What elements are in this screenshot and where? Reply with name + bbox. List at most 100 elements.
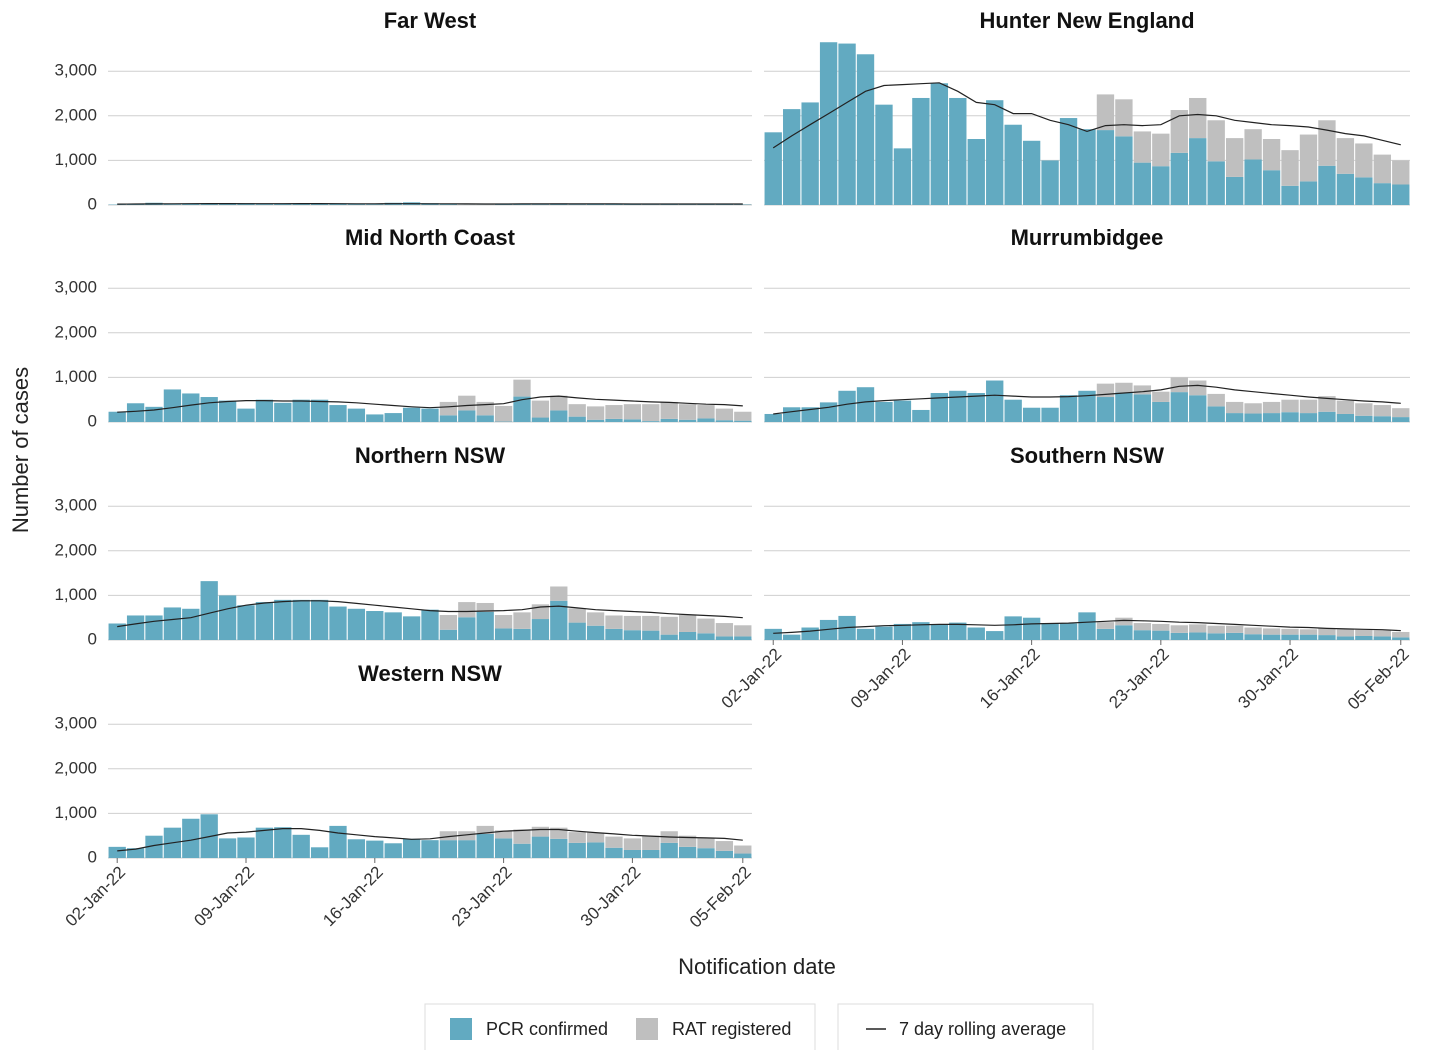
bar-segment <box>1392 631 1410 638</box>
bar-segment <box>1355 177 1373 205</box>
bar-segment <box>1355 143 1373 178</box>
x-tick-label: 30-Jan-22 <box>1234 645 1302 713</box>
x-tick-label: 09-Jan-22 <box>190 863 258 931</box>
bar-segment <box>1133 394 1152 422</box>
bar-segment <box>1244 159 1262 205</box>
bar-segment <box>494 615 513 629</box>
bar-segment <box>623 838 642 850</box>
bar-segment <box>458 840 476 858</box>
bar-segment <box>1133 385 1152 395</box>
bar-segment <box>1336 138 1355 174</box>
legend-box <box>424 1003 816 1050</box>
bar-segment <box>605 836 623 848</box>
bar-segment <box>568 842 586 858</box>
bar-segment <box>949 97 967 205</box>
bar-segment <box>623 404 642 420</box>
bar-segment <box>660 634 678 640</box>
bar-segment <box>783 109 801 205</box>
y-tick-label: 0 <box>88 629 97 648</box>
bar-segment <box>568 608 586 623</box>
bar-segment <box>163 607 182 640</box>
bar-segment <box>402 616 421 640</box>
bar-segment <box>366 611 384 640</box>
bar-segment <box>930 83 949 205</box>
y-tick-label: 2,000 <box>54 105 97 124</box>
bar-segment <box>329 405 347 422</box>
bar-segment <box>366 414 384 422</box>
bar-segment <box>1244 634 1262 640</box>
bar-segment <box>967 139 985 205</box>
y-tick-label: 2,000 <box>54 758 97 777</box>
x-tick-label: 23-Jan-22 <box>448 863 516 931</box>
bar-segment <box>1189 138 1207 205</box>
bar-segment <box>1262 628 1281 635</box>
bar-segment <box>366 204 384 205</box>
bar-segment <box>1170 625 1188 633</box>
bar-segment <box>1189 624 1207 633</box>
bar-segment <box>145 835 163 858</box>
bar-segment <box>893 623 912 640</box>
bar-segment <box>1262 413 1281 422</box>
bar-segment <box>1078 612 1096 640</box>
bar-segment <box>1225 413 1244 422</box>
bar-segment <box>1170 632 1188 640</box>
bar-segment <box>237 605 255 640</box>
bar-segment <box>568 404 586 417</box>
bar-segment <box>1355 635 1373 640</box>
bar-segment <box>1170 392 1188 422</box>
bar-segment <box>347 204 366 205</box>
bar-segment <box>1225 176 1244 205</box>
bar-segment <box>1373 183 1391 205</box>
x-tick-label: 02-Jan-22 <box>62 863 130 931</box>
bar-segment <box>1022 140 1041 205</box>
bar-segment <box>697 618 715 634</box>
bar-segment <box>1262 139 1281 171</box>
bar-segment <box>1004 616 1022 640</box>
bar-segment <box>568 416 586 422</box>
bar-segment <box>1281 628 1299 635</box>
bar-segment <box>586 612 605 626</box>
bar-segment <box>1355 629 1373 636</box>
bar-segment <box>623 419 642 422</box>
bar-segment <box>1244 627 1262 635</box>
bar-segment <box>838 390 856 422</box>
bar-segment <box>1207 120 1225 162</box>
bar-segment <box>1281 399 1299 413</box>
bar-segment <box>531 619 550 640</box>
bar-segment <box>642 421 660 422</box>
bar-segment <box>1281 412 1299 422</box>
panel-title: Far West <box>384 8 477 33</box>
bar-segment <box>838 43 856 205</box>
bar-segment <box>550 827 568 839</box>
bar-segment <box>949 622 967 640</box>
bar-segment <box>1281 634 1299 640</box>
bar-segment <box>1041 407 1059 422</box>
panel-title: Northern NSW <box>355 443 506 468</box>
bar-segment <box>439 204 458 205</box>
bar-segment <box>1392 637 1410 640</box>
bar-segment <box>476 825 494 834</box>
bar-segment <box>697 405 715 419</box>
bar-segment <box>678 615 697 632</box>
bar-segment <box>967 393 985 422</box>
bar-segment <box>1392 160 1410 185</box>
x-tick-label: 05-Feb-22 <box>686 863 755 932</box>
bar-segment <box>986 100 1004 205</box>
bar-segment <box>402 838 421 858</box>
bar-segment <box>439 831 458 841</box>
bar-segment <box>384 612 402 640</box>
bar-segment <box>126 403 145 422</box>
bar-segment <box>237 408 255 422</box>
bar-segment <box>310 599 329 640</box>
bar-segment <box>715 850 734 858</box>
bar-segment <box>586 832 605 843</box>
bar-segment <box>715 420 734 422</box>
bar-segment <box>421 840 439 858</box>
bar-segment <box>494 838 513 858</box>
bar-segment <box>458 831 476 841</box>
bar-segment <box>912 97 930 205</box>
bar-segment <box>893 148 912 205</box>
bar-segment <box>458 410 476 422</box>
bar-segment <box>678 846 697 858</box>
legend-label: PCR confirmed <box>486 1019 608 1039</box>
